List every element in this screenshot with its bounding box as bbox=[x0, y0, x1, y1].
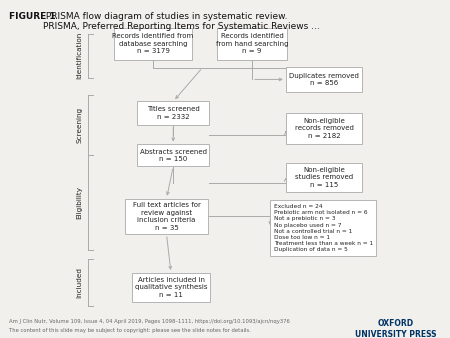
Text: Am J Clin Nutr, Volume 109, Issue 4, 04 April 2019, Pages 1098–1111, https://doi: Am J Clin Nutr, Volume 109, Issue 4, 04 … bbox=[9, 319, 290, 324]
Text: Non-eligible
records removed
n = 2182: Non-eligible records removed n = 2182 bbox=[295, 118, 353, 139]
Text: Duplicates removed
n = 856: Duplicates removed n = 856 bbox=[289, 73, 359, 86]
Text: Included: Included bbox=[76, 267, 83, 298]
Text: Non-eligible
studies removed
n = 115: Non-eligible studies removed n = 115 bbox=[295, 167, 353, 188]
Bar bbox=[286, 113, 362, 144]
Text: OXFORD
UNIVERSITY PRESS: OXFORD UNIVERSITY PRESS bbox=[355, 319, 436, 338]
Bar bbox=[125, 198, 208, 234]
Text: The content of this slide may be subject to copyright: please see the slide note: The content of this slide may be subject… bbox=[9, 328, 251, 333]
Text: Abstracts screened
n = 150: Abstracts screened n = 150 bbox=[140, 149, 207, 162]
Text: FIGURE 1: FIGURE 1 bbox=[9, 12, 56, 21]
Text: Identification: Identification bbox=[76, 32, 83, 79]
Text: Articles included in
qualitative synthesis
n = 11: Articles included in qualitative synthes… bbox=[135, 277, 207, 298]
Text: Full text articles for
review against
inclusion criteria
n = 35: Full text articles for review against in… bbox=[133, 202, 200, 231]
Bar bbox=[270, 200, 376, 256]
Bar bbox=[286, 163, 362, 192]
Bar bbox=[137, 101, 209, 125]
Bar bbox=[114, 28, 193, 60]
Bar bbox=[137, 145, 209, 166]
Bar bbox=[131, 273, 211, 302]
Bar bbox=[286, 67, 362, 92]
Text: Records identified from
database searching
n = 3179: Records identified from database searchi… bbox=[112, 33, 194, 54]
Text: Records identified
from hand searching
n = 9: Records identified from hand searching n… bbox=[216, 33, 288, 54]
Text: PRISMA flow diagram of studies in systematic review.
PRISMA, Preferred Reporting: PRISMA flow diagram of studies in system… bbox=[43, 12, 320, 31]
Text: Screening: Screening bbox=[76, 107, 83, 143]
Text: Eligibility: Eligibility bbox=[76, 186, 83, 219]
Text: Titles screened
n = 2332: Titles screened n = 2332 bbox=[147, 106, 200, 120]
Text: Excluded n = 24
Prebiotic arm not isolated n = 6
Not a prebiotic n = 3
No placeb: Excluded n = 24 Prebiotic arm not isolat… bbox=[274, 204, 373, 252]
Bar bbox=[217, 28, 287, 60]
